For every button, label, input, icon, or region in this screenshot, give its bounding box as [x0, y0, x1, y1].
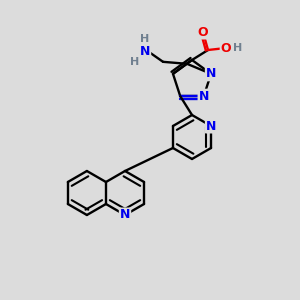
- Text: N: N: [206, 119, 216, 133]
- Text: N: N: [140, 45, 150, 58]
- Text: H: H: [140, 34, 150, 44]
- Text: O: O: [221, 41, 231, 55]
- Text: O: O: [198, 26, 208, 38]
- Text: N: N: [206, 67, 216, 80]
- Text: H: H: [233, 43, 243, 53]
- Text: N: N: [120, 208, 130, 221]
- Text: N: N: [199, 90, 209, 103]
- Text: H: H: [130, 57, 140, 67]
